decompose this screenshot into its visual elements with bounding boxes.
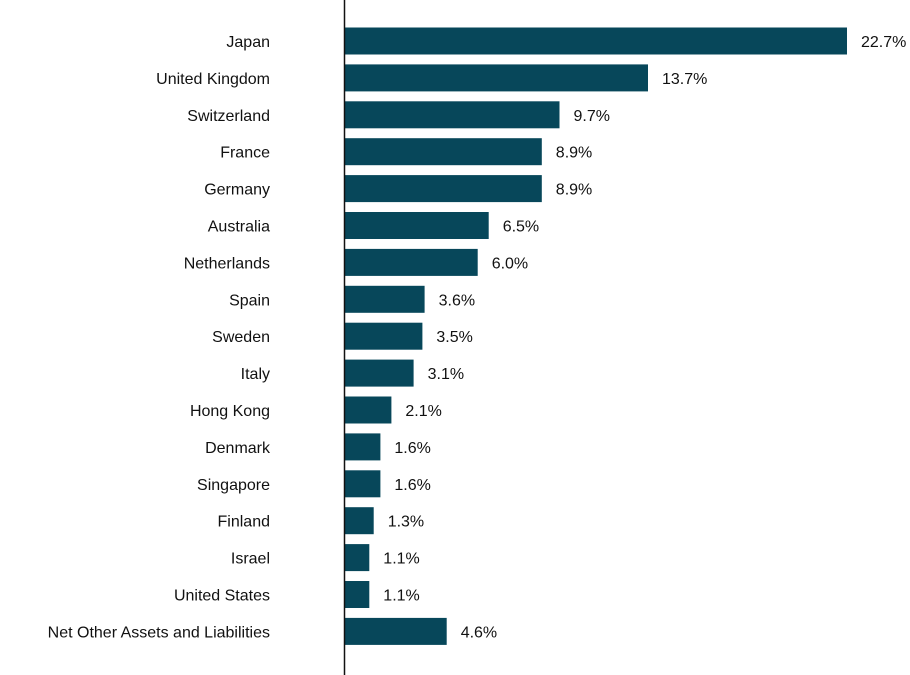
value-label: 22.7% [861, 34, 906, 51]
bars-group [345, 27, 847, 645]
value-label: 6.0% [492, 255, 528, 272]
bar-12 [345, 470, 381, 498]
category-label: Hong Kong [190, 403, 270, 420]
category-labels-group: Japan United Kingdom Switzerland France Germ… [48, 34, 271, 641]
bar-6 [345, 248, 478, 276]
bar-1 [345, 64, 648, 92]
category-label: Finland [218, 514, 270, 531]
category-label: Israel [231, 551, 270, 568]
bar-7 [345, 285, 425, 313]
category-label: France [220, 145, 270, 162]
value-label: 3.1% [428, 366, 464, 383]
bar-9 [345, 359, 414, 387]
value-label: 1.1% [383, 588, 419, 605]
bar-2 [345, 101, 560, 129]
category-label: Denmark [205, 440, 271, 457]
value-label: 1.6% [394, 477, 430, 494]
value-label: 2.1% [405, 403, 441, 420]
category-label: Australia [208, 219, 270, 236]
bar-5 [345, 212, 489, 239]
value-label: 9.7% [574, 108, 610, 125]
bar-4 [345, 175, 542, 203]
category-label: Singapore [197, 477, 270, 494]
category-label: Italy [241, 366, 270, 383]
category-label: Net Other Assets and Liabilities [48, 624, 270, 641]
value-label: 1.6% [394, 440, 430, 457]
value-label: 6.5% [503, 219, 539, 236]
value-label: 13.7% [662, 71, 707, 88]
value-label: 8.9% [556, 145, 592, 162]
category-label: Germany [204, 182, 270, 199]
bar-14 [345, 544, 370, 572]
value-label: 1.1% [383, 551, 419, 568]
bar-16 [345, 617, 447, 645]
category-label: Netherlands [184, 255, 270, 272]
bar-13 [345, 507, 374, 535]
value-label: 3.5% [436, 329, 472, 346]
bar-10 [345, 396, 392, 424]
category-label: United States [174, 588, 270, 605]
bar-0 [345, 27, 847, 55]
bar-15 [345, 581, 370, 608]
value-label: 1.3% [388, 514, 424, 531]
bar-8 [345, 322, 423, 350]
bar-3 [345, 138, 542, 166]
category-label: Spain [229, 292, 270, 309]
category-label: Switzerland [187, 108, 270, 125]
category-label: Sweden [212, 329, 270, 346]
bar-11 [345, 433, 381, 461]
value-label: 3.6% [439, 292, 475, 309]
category-label: United Kingdom [156, 71, 270, 88]
category-label: Japan [226, 34, 270, 51]
value-label: 8.9% [556, 182, 592, 199]
value-labels-group: 22.7% 13.7% 9.7% 8.9% 8.9% 6.5% 6.0% 3.6% 3.5% 3.… [383, 34, 906, 641]
value-label: 4.6% [461, 624, 497, 641]
